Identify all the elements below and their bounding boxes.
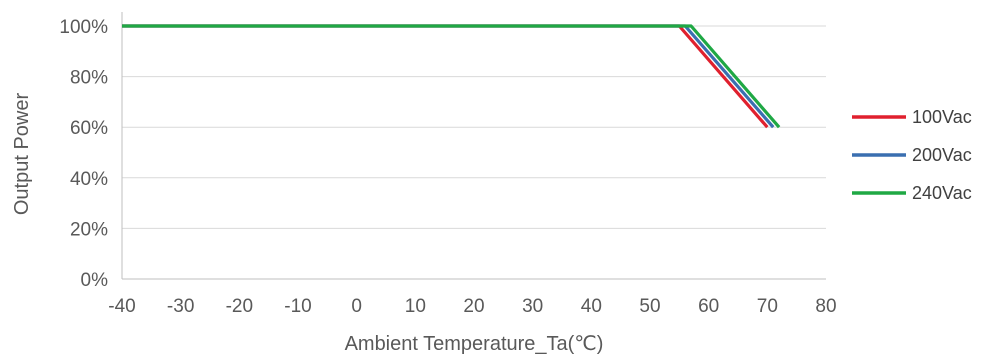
y-tick-label: 20%: [70, 219, 108, 240]
x-tick-label: -20: [226, 296, 253, 317]
x-axis-title: Ambient Temperature_Ta(℃): [345, 333, 604, 355]
x-tick-label: -10: [284, 296, 311, 317]
axis-titles: Ambient Temperature_Ta(℃) Output Power: [11, 93, 603, 355]
x-tick-label: 60: [698, 296, 719, 317]
x-tick-label: 50: [639, 296, 660, 317]
x-tick-label: -30: [167, 296, 194, 317]
series-lines: [122, 24, 781, 129]
y-axis-title: Output Power: [11, 93, 33, 216]
y-tick-label: 40%: [70, 169, 108, 190]
x-tick-label: 10: [405, 296, 426, 317]
axes: [121, 12, 826, 280]
legend-label: 100Vac: [912, 107, 972, 127]
x-tick-label: 40: [581, 296, 602, 317]
y-tick-label: 80%: [70, 68, 108, 89]
x-tick-label: 70: [757, 296, 778, 317]
y-tick-label: 60%: [70, 118, 108, 139]
y-tick-label: 0%: [81, 270, 109, 291]
x-tick-label: 20: [463, 296, 484, 317]
legend: 100Vac 200Vac 240Vac: [852, 107, 972, 203]
legend-label: 200Vac: [912, 145, 972, 165]
series-line-240vac: [122, 24, 781, 129]
x-tick-label: 80: [815, 296, 836, 317]
tick-labels: 0% 20% 40% 60% 80% 100% -40 -30 -20 -10 0 10 20 30 40 5…: [59, 17, 836, 317]
y-tick-label: 100%: [59, 17, 108, 38]
legend-label: 240Vac: [912, 183, 972, 203]
grid-lines: [122, 25, 826, 229]
x-tick-label: 0: [351, 296, 362, 317]
x-tick-label: -40: [108, 296, 135, 317]
x-tick-label: 30: [522, 296, 543, 317]
